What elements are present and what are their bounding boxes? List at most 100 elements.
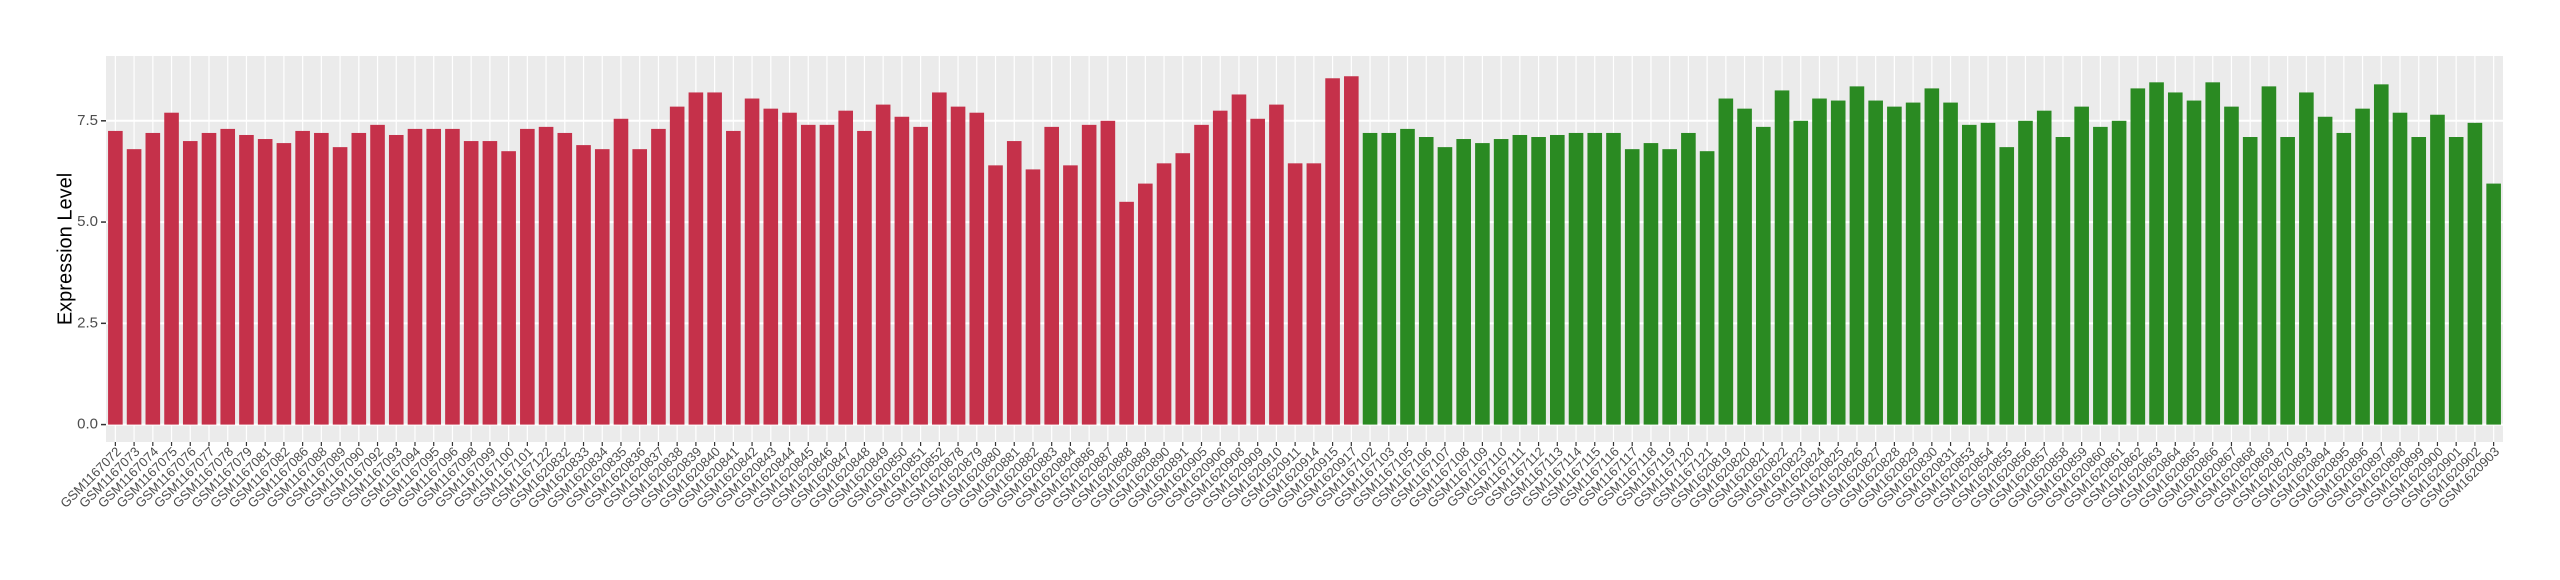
bar bbox=[351, 132, 367, 425]
bar bbox=[2186, 100, 2202, 425]
bar bbox=[2336, 132, 2352, 425]
bar bbox=[1887, 106, 1902, 425]
bar bbox=[1531, 137, 1546, 425]
bar bbox=[2074, 106, 2089, 425]
bar bbox=[2392, 112, 2408, 425]
bar bbox=[2317, 116, 2333, 425]
y-tick-label: 2.5 bbox=[77, 314, 98, 331]
bar bbox=[1868, 100, 1883, 425]
bar bbox=[1400, 128, 1415, 425]
bar bbox=[1662, 149, 1677, 425]
bar bbox=[1587, 132, 1603, 425]
bar bbox=[1681, 132, 1696, 425]
bar bbox=[1643, 143, 1659, 425]
y-axis-title: Expression Level bbox=[54, 173, 76, 325]
bar bbox=[1325, 78, 1340, 425]
bar bbox=[2355, 108, 2370, 425]
bar bbox=[1418, 137, 1434, 425]
y-tick-label: 0.0 bbox=[77, 416, 98, 433]
bar bbox=[800, 124, 816, 425]
bar bbox=[370, 124, 385, 425]
bar bbox=[1456, 139, 1471, 425]
bar bbox=[1437, 147, 1453, 425]
bar bbox=[1344, 76, 1359, 425]
bar bbox=[1774, 90, 1790, 425]
bar bbox=[1961, 124, 1977, 425]
bar bbox=[2018, 120, 2033, 425]
bar bbox=[2242, 137, 2258, 425]
bar bbox=[1830, 100, 1846, 425]
bar bbox=[2167, 92, 2183, 425]
bar bbox=[1194, 124, 1209, 425]
bar bbox=[1138, 183, 1153, 425]
bar bbox=[875, 104, 891, 425]
bar bbox=[932, 92, 947, 425]
bar bbox=[2467, 122, 2483, 425]
bar bbox=[538, 126, 554, 425]
bar bbox=[2130, 88, 2146, 425]
bar bbox=[257, 139, 273, 425]
bar bbox=[707, 92, 722, 425]
bar bbox=[239, 134, 254, 425]
bar bbox=[857, 130, 872, 425]
bar bbox=[164, 112, 179, 425]
bar bbox=[819, 124, 835, 425]
bar bbox=[2486, 183, 2501, 425]
bar bbox=[1793, 120, 1809, 425]
bar bbox=[1081, 124, 1097, 425]
bar bbox=[1849, 86, 1865, 425]
bar bbox=[1943, 102, 1958, 425]
bar bbox=[501, 151, 516, 425]
bar bbox=[1624, 149, 1640, 425]
bar bbox=[2299, 92, 2314, 425]
bar bbox=[1493, 139, 1509, 425]
bar bbox=[1999, 147, 2015, 425]
bar bbox=[1119, 201, 1134, 425]
bar bbox=[669, 106, 685, 425]
bar bbox=[445, 128, 460, 425]
bar bbox=[520, 128, 535, 425]
bar bbox=[1475, 143, 1490, 425]
bar bbox=[557, 132, 573, 425]
bar bbox=[1269, 104, 1284, 425]
y-tick-label: 7.5 bbox=[77, 112, 98, 129]
bar bbox=[276, 143, 292, 425]
bar bbox=[426, 128, 442, 425]
bar bbox=[295, 130, 310, 425]
bar bbox=[744, 98, 760, 425]
bar bbox=[2430, 114, 2445, 425]
bar bbox=[332, 147, 348, 425]
bar bbox=[1306, 163, 1322, 425]
bar bbox=[1755, 126, 1771, 425]
bar bbox=[407, 128, 423, 425]
bar bbox=[201, 132, 217, 425]
bar bbox=[1025, 169, 1041, 425]
bar bbox=[726, 130, 741, 425]
bar bbox=[651, 128, 666, 425]
bar bbox=[632, 149, 648, 425]
bar bbox=[2036, 110, 2052, 425]
bar bbox=[763, 108, 779, 425]
bar bbox=[463, 141, 479, 425]
bar bbox=[1287, 163, 1303, 425]
bar bbox=[1212, 110, 1228, 425]
bar bbox=[2448, 137, 2464, 425]
bar bbox=[2111, 120, 2127, 425]
bar bbox=[2055, 137, 2071, 425]
bar bbox=[1737, 108, 1752, 425]
bar bbox=[126, 149, 142, 425]
bar bbox=[1381, 132, 1397, 425]
bar bbox=[1250, 118, 1265, 425]
bar bbox=[613, 118, 629, 425]
bar bbox=[1175, 153, 1191, 425]
bar bbox=[220, 128, 236, 425]
bar bbox=[1044, 126, 1059, 425]
bar bbox=[969, 112, 985, 425]
bar bbox=[1156, 163, 1172, 425]
bar bbox=[1006, 141, 1022, 425]
bar bbox=[1606, 132, 1621, 425]
bar bbox=[2205, 82, 2221, 425]
bar bbox=[2280, 137, 2295, 425]
bar bbox=[482, 141, 498, 425]
